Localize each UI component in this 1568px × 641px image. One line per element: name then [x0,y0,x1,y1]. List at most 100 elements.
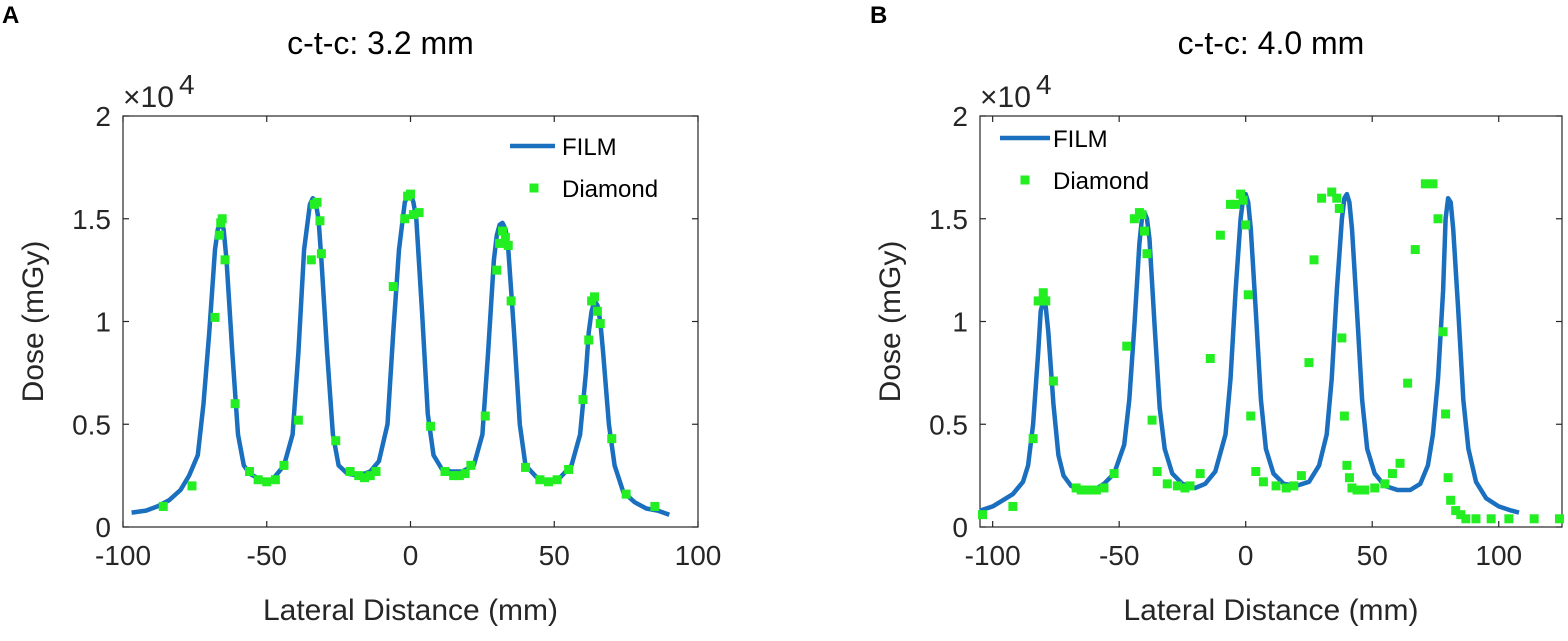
panel-b-diamond-marker [1428,179,1438,189]
panel-b-diamond-marker [1081,485,1091,495]
panel-b-letter: B [870,2,888,29]
panel-b-ytick-label: 0.5 [929,409,968,440]
panel-a-diamond-marker [595,319,605,329]
panel-b-diamond-marker [1129,214,1139,224]
panel-b-y-exponent: 4 [1036,69,1052,100]
panel-b-diamond-marker [1162,479,1172,489]
panel-a-diamond-marker [535,475,545,485]
panel-b-diamond-marker [1137,210,1147,220]
panel-b-diamond-marker [1180,483,1190,493]
panel-b-diamond-marker [1231,199,1241,209]
panel-b-diamond-marker [1071,483,1081,493]
panel-b-diamond-marker [1258,477,1268,487]
panel-a-diamond-marker [440,467,450,477]
panel-a-xtick-label: 50 [539,540,570,571]
panel-a-legend-film-label: FILM [562,134,617,161]
panel-b-diamond-marker [1238,195,1248,205]
panel-a-legend-diamond-label: Diamond [562,176,658,203]
panel-a-legend-diamond-swatch [529,183,539,193]
panel-b-y-multiplier: ×10 [980,81,1031,114]
panel-a-diamond-marker [590,292,599,302]
panel-a-diamond-marker [460,469,470,479]
panel-b-diamond-marker [1352,485,1362,495]
panel-b-diamond-marker [1420,179,1430,189]
panel-a-diamond-marker [564,464,574,474]
panel-a-diamond-marker [371,467,381,477]
panel-b-diamond-marker [1317,193,1327,203]
panel-b-diamond-marker [1289,481,1299,491]
panel-b-diamond-marker [1205,353,1215,363]
panel-b-diamond-marker [978,510,988,520]
panel-a-diamond-marker [495,238,505,248]
panel-b-xtick-label: -100 [965,540,1021,571]
panel-a-diamond-marker [621,489,631,499]
panel-a-diamond-marker [158,501,168,511]
panel-a-diamond-marker [578,395,588,405]
panel-b-xlabel: Lateral Distance (mm) [1123,594,1418,627]
panel-b-diamond-marker [1236,189,1246,199]
panel-a-letter: A [2,2,20,29]
panel-a-diamond-marker [400,214,410,224]
panel-b-diamond-marker [1380,479,1390,489]
panel-b-diamond-marker [1246,411,1256,421]
panel-b-title: c-t-c: 4.0 mm [1178,25,1365,61]
panel-a-xlabel: Lateral Distance (mm) [263,594,558,627]
panel-a-diamond-marker [315,216,325,226]
panel-a-title: c-t-c: 3.2 mm [287,25,474,61]
panel-a-diamond-marker [210,312,220,322]
panel-a-diamond-marker [414,208,424,218]
panel-a-diamond-marker [230,399,240,409]
panel-a-diamond-marker [262,477,272,487]
panel-a-diamond-marker [408,210,418,220]
panel-a-diamond-marker [214,230,224,240]
panel-b-diamond-marker [1109,469,1119,479]
panel-a-diamond-marker [365,471,375,481]
panel-b-diamond-marker [1403,378,1413,388]
panel-b-diamond-marker [1048,376,1058,386]
panel-b-diamond-marker [1451,506,1461,516]
panel-a-diamond-marker [354,471,364,481]
panel-b-diamond-marker [1438,327,1448,337]
panel-a-diamond-marker [253,475,263,485]
panel-b-diamond-marker [1309,255,1319,265]
panel-a-diamond-marker [187,481,197,491]
panel-b-diamond-marker [1433,214,1443,224]
panel-b-diamond-marker [1332,193,1342,203]
panel-a-diamond-marker [544,477,553,487]
panel-b-diamond-marker [1152,467,1162,477]
panel-a-xtick-label: -50 [247,540,287,571]
panel-b-diamond-marker [1554,514,1564,524]
panel-b-diamond-marker [1347,483,1357,493]
panel-b-diamond-marker [1456,510,1466,520]
panel-b-diamond-marker [1334,203,1344,213]
panel-b-xtick-label: -50 [1099,540,1139,571]
panel-b-diamond-marker [1370,483,1380,493]
panel-a-diamond-marker [331,436,341,446]
panel-a-diamond-marker [521,462,530,472]
panel-b-diamond-marker [1387,469,1397,479]
panel-a-diamond-marker [345,467,355,477]
panel-a-diamond-marker [279,460,289,470]
panel-a-diamond-marker [245,467,254,477]
panel-b-diamond-marker [1139,226,1149,236]
panel-b-diamond-marker [1529,514,1539,524]
panel-a-diamond-marker [312,197,322,207]
panel-b-legend-diamond-swatch [1020,175,1030,185]
panel-a-ytick-label: 1.5 [72,204,111,235]
panel-b-diamond-marker [1185,481,1195,491]
panel-a-diamond-marker [220,255,230,265]
panel-a-diamond-marker [552,475,562,485]
panel-b-diamond-marker [1339,411,1349,421]
panel-a-diamond-marker [650,501,660,511]
panel-a-xtick-label: 100 [675,540,722,571]
panel-b-legend-film-label: FILM [1053,126,1108,153]
panel-b-diamond-marker [1091,485,1101,495]
panel-b-diamond-marker [1147,415,1157,425]
panel-a-ylabel: Dose (mGy) [17,241,50,403]
panel-b-diamond-marker [1041,296,1051,306]
panel-b-diamond-marker [1395,458,1405,468]
panel-a-diamond-marker [498,226,507,236]
panel-b-diamond-marker [1504,514,1514,524]
panel-b-diamond-marker [1342,460,1352,470]
